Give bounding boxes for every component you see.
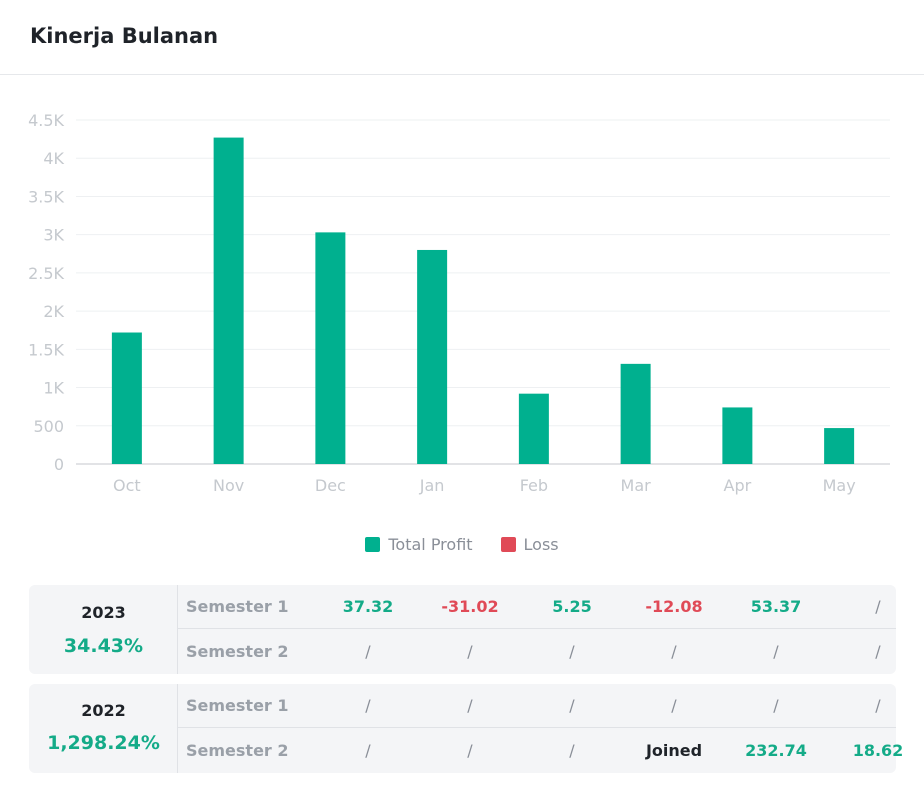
panel-header: Kinerja Bulanan	[0, 0, 924, 75]
month-return-cell: /	[467, 642, 473, 661]
year-label: 2022	[81, 701, 126, 720]
month-return-cell: /	[467, 741, 473, 760]
legend-item-loss[interactable]: Loss	[500, 534, 559, 554]
month-return-cell: /	[569, 642, 575, 661]
y-tick-label: 3.5K	[28, 187, 64, 206]
month-return-cell: /	[569, 696, 575, 715]
x-tick-label: May	[823, 476, 856, 495]
bar-apr[interactable]	[722, 407, 753, 464]
y-tick-label: 0	[54, 455, 64, 474]
legend-label-loss: Loss	[523, 534, 559, 554]
bar-mar[interactable]	[620, 363, 651, 464]
y-tick-label: 2.5K	[28, 264, 64, 283]
x-tick-label: Oct	[113, 476, 141, 495]
page-title: Kinerja Bulanan	[30, 24, 219, 48]
month-return-cell: /	[875, 642, 881, 661]
y-tick-label: 1K	[43, 379, 64, 398]
y-tick-label: 2K	[43, 302, 64, 321]
month-return-cell: /	[365, 696, 371, 715]
month-return-cell: /	[467, 696, 473, 715]
semester-label: Semester 2	[186, 642, 289, 661]
month-return-cell: -12.08	[645, 597, 703, 616]
y-tick-label: 3K	[43, 226, 64, 245]
chart-legend: Total Profit Loss	[0, 533, 924, 555]
month-return-cell: /	[773, 642, 779, 661]
month-return-cell: /	[875, 597, 881, 616]
x-tick-label: Dec	[315, 476, 346, 495]
bar-may[interactable]	[824, 428, 855, 464]
month-return-cell: /	[365, 642, 371, 661]
semester-row: Semester 2 / / / / / /	[178, 630, 896, 674]
semester-label: Semester 2	[186, 741, 289, 760]
month-return-cell: 232.74	[745, 741, 807, 760]
year-return: 1,298.24%	[47, 732, 160, 754]
bar-jan[interactable]	[417, 249, 448, 464]
semester-row: Semester 1 / / / / / /	[178, 684, 896, 728]
year-summary: 2023 34.43%	[29, 585, 178, 674]
legend-item-total-profit[interactable]: Total Profit	[365, 534, 473, 554]
month-return-cell: /	[875, 696, 881, 715]
month-return-cell: /	[365, 741, 371, 760]
month-return-cell: /	[569, 741, 575, 760]
monthly-performance-chart: 0 500 1K 1.5K 2K 2.5K 3K 3.5K 4K 4.5K Oct Nov Dec Jan…	[28, 111, 890, 495]
bar-dec[interactable]	[315, 232, 346, 464]
y-tick-label: 4K	[43, 149, 64, 168]
semester-row: Semester 1 37.32 -31.02 5.25 -12.08 53.37 /	[178, 585, 896, 629]
legend-label-total-profit: Total Profit	[388, 534, 473, 554]
year-summary: 2022 1,298.24%	[29, 684, 178, 773]
y-tick-label: 1.5K	[28, 340, 64, 359]
legend-swatch-total-profit	[365, 536, 381, 552]
month-return-cell: 37.32	[342, 597, 394, 616]
month-return-cell: Joined	[645, 741, 703, 760]
bar-nov[interactable]	[213, 137, 244, 464]
month-return-cell: /	[671, 642, 677, 661]
year-return: 34.43%	[63, 635, 144, 657]
month-return-cell: -31.02	[441, 597, 499, 616]
semester-label: Semester 1	[186, 696, 289, 715]
month-return-cell: /	[671, 696, 677, 715]
year-block-2023: 2023 34.43% Semester 1 37.32 -31.02 5.25 -12.0…	[29, 585, 896, 674]
x-tick-label: Feb	[520, 476, 548, 495]
y-tick-label: 4.5K	[28, 111, 64, 130]
x-tick-label: Jan	[419, 476, 445, 495]
x-tick-label: Apr	[724, 476, 752, 495]
legend-swatch-loss	[500, 536, 516, 552]
semester-row: Semester 2 / / / Joined 232.74 18.62	[178, 729, 903, 773]
x-tick-label: Mar	[621, 476, 652, 495]
month-return-cell: 18.62	[852, 741, 904, 760]
bar-feb[interactable]	[518, 393, 549, 464]
month-return-cell: 53.37	[750, 597, 802, 616]
year-block-2022: 2022 1,298.24% Semester 1 / / / / / / Semester 2 /…	[29, 684, 903, 773]
semester-label: Semester 1	[186, 597, 289, 616]
year-label: 2023	[81, 603, 126, 622]
x-tick-label: Nov	[213, 476, 244, 495]
month-return-cell: /	[773, 696, 779, 715]
y-tick-label: 500	[33, 417, 64, 436]
month-return-cell: 5.25	[552, 597, 592, 616]
bar-oct[interactable]	[111, 332, 142, 464]
